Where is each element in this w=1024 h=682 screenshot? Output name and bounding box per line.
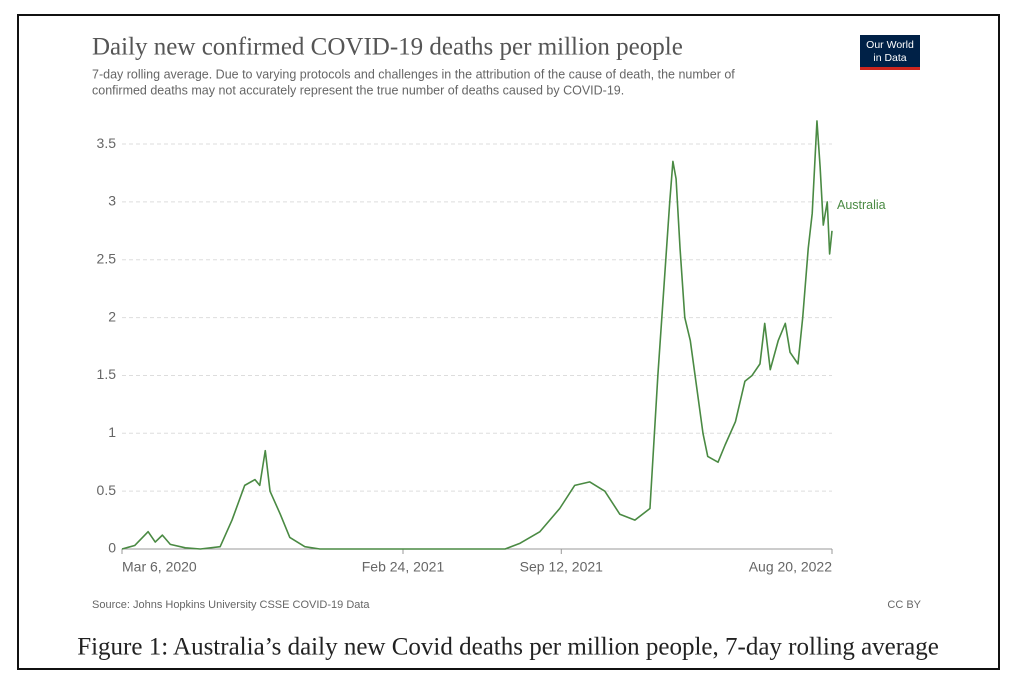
y-tick-label: 2 bbox=[108, 308, 116, 324]
x-tick-label: Mar 6, 2020 bbox=[122, 559, 197, 575]
subtitle: 7-day rolling average. Due to varying pr… bbox=[92, 67, 735, 81]
y-tick-label: 3.5 bbox=[97, 135, 117, 151]
logo bbox=[860, 35, 920, 67]
y-tick-label: 2.5 bbox=[97, 250, 117, 266]
license: CC BY bbox=[887, 599, 921, 611]
chart-title: Daily new confirmed COVID-19 deaths per … bbox=[92, 34, 683, 61]
series-line bbox=[121, 120, 833, 550]
x-tick-label: Sep 12, 2021 bbox=[520, 559, 604, 575]
y-tick-label: 1.5 bbox=[97, 366, 117, 382]
subtitle: confirmed deaths may not accurately repr… bbox=[92, 83, 624, 97]
x-tick-label: Feb 24, 2021 bbox=[362, 559, 445, 575]
y-tick-label: 0.5 bbox=[97, 482, 117, 498]
logo-text: in Data bbox=[873, 52, 906, 64]
logo-bar bbox=[860, 67, 920, 70]
source: Source: Johns Hopkins University CSSE CO… bbox=[92, 599, 370, 611]
caption: Figure 1: Australia’s daily new Covid de… bbox=[77, 634, 939, 661]
series-label: Australia bbox=[837, 198, 886, 212]
x-tick-label: Aug 20, 2022 bbox=[749, 559, 833, 575]
y-tick-label: 1 bbox=[108, 424, 116, 440]
frame bbox=[17, 14, 1000, 670]
y-tick-label: 0 bbox=[108, 540, 116, 556]
logo-text: Our World bbox=[866, 39, 914, 51]
y-tick-label: 3 bbox=[108, 193, 116, 209]
